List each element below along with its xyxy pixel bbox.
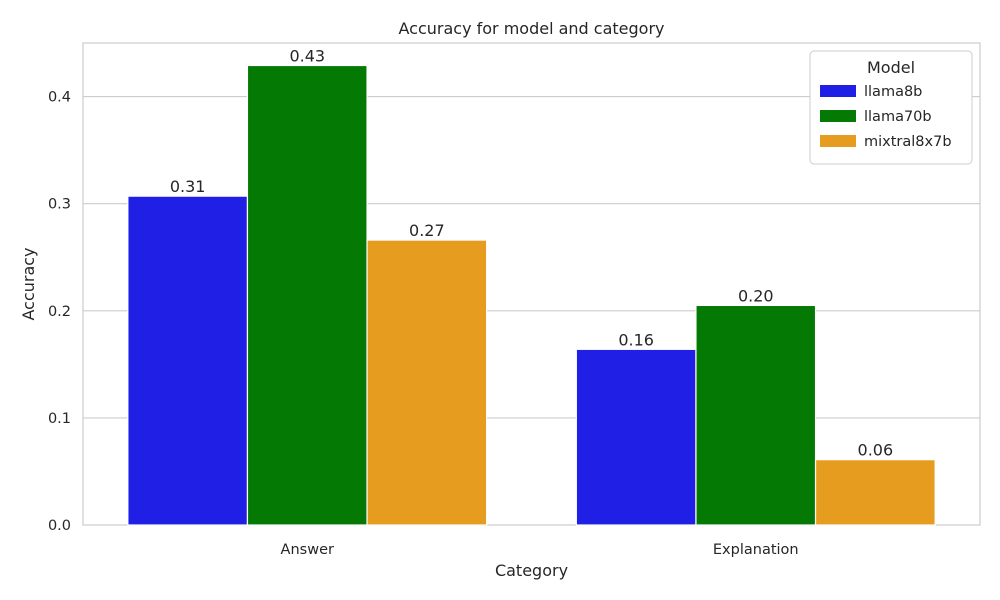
data-label: 0.31 [170,177,206,196]
legend-swatch [820,110,856,122]
y-tick-label: 0.2 [48,304,71,320]
data-label: 0.27 [409,221,445,240]
bar-llama8b-explanation [575,348,697,526]
y-axis-label: Accuracy [19,247,38,320]
bar-mixtral8x7b-answer [366,239,488,526]
bar-llama70b-answer [246,64,368,526]
data-label: 0.16 [618,330,654,349]
legend-title: Model [867,58,915,77]
legend-label: llama8b [864,84,922,100]
data-label: 0.20 [738,286,774,305]
legend-swatch [820,85,856,97]
legend: Model llama8b llama70b mixtral8x7b [809,50,973,165]
x-tick-label: Explanation [713,542,799,558]
bar-llama8b-answer [127,195,249,526]
chart-title: Accuracy for model and category [398,19,664,38]
bar-llama70b-explanation [695,304,817,526]
data-label: 0.06 [858,441,894,460]
legend-label: llama70b [864,109,932,125]
y-tick-label: 0.1 [48,411,71,427]
legend-label: mixtral8x7b [864,134,952,150]
y-tick-label: 0.3 [48,197,71,213]
y-tick-label: 0.4 [48,90,71,106]
legend-swatch [820,135,856,147]
x-axis-label: Category [495,561,568,580]
x-tick-label: Answer [281,542,334,558]
bar-mixtral8x7b-explanation [814,459,936,526]
y-tick-label: 0.0 [48,518,71,534]
data-label: 0.43 [289,46,325,65]
